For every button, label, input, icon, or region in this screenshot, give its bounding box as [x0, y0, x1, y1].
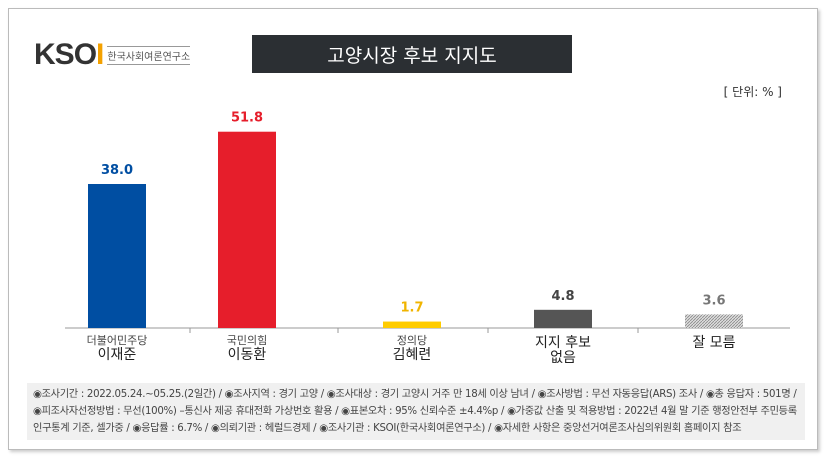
- category-label: 더불어민주당 이재준: [57, 333, 177, 363]
- note-line: ◉피조사자선정방법 : 무선(100%) –통신사 제공 휴대전화 가상번호 활…: [33, 406, 797, 417]
- category-label: 잘 모름: [654, 336, 774, 351]
- bar: [685, 314, 743, 328]
- bar: [88, 184, 146, 328]
- unit-label: [ 단위: % ]: [723, 85, 782, 99]
- category-label: 정의당 김혜련: [352, 333, 472, 363]
- bar: [383, 321, 441, 328]
- data-label: 38.0: [101, 163, 133, 178]
- chart-title: 고양시장 후보 지지도: [252, 35, 572, 73]
- candidate-name: 김혜련: [392, 347, 432, 363]
- category-label: 국민의힘 이동환: [187, 333, 307, 363]
- candidate-name: 없음: [550, 350, 576, 366]
- candidate-name: 이재준: [97, 347, 137, 363]
- party-name: 더불어민주당: [86, 334, 148, 347]
- logo: KSOI 한국사회여론연구소: [34, 38, 191, 72]
- candidate-name: 이동환: [227, 347, 267, 363]
- logo-name: 한국사회여론연구소: [107, 45, 191, 65]
- survey-notes: ◉조사기간 : 2022.05.24.~05.25.(2일간) / ◉조사지역 …: [27, 383, 805, 440]
- note-line: ◉조사기간 : 2022.05.24.~05.25.(2일간) / ◉조사지역 …: [33, 389, 797, 400]
- border: [8, 8, 818, 450]
- bar: [534, 309, 592, 328]
- data-label: 3.6: [702, 293, 725, 308]
- logo-mark: KSOI: [34, 38, 104, 71]
- data-label: 1.7: [400, 301, 423, 316]
- party-name: 국민의힘: [226, 334, 268, 347]
- bar: [218, 131, 276, 328]
- data-label: 51.8: [231, 111, 263, 126]
- data-label: 4.8: [551, 289, 574, 304]
- candidate-name: 지지 후보: [535, 335, 591, 351]
- note-line: 인구통계 기준, 셀가중 / ◉응답률 : 6.7% / ◉의뢰기관 : 헤럴드…: [33, 423, 742, 434]
- party-name: 정의당: [396, 334, 428, 347]
- candidate-name: 잘 모름: [692, 335, 736, 351]
- category-label: 지지 후보 없음: [503, 336, 623, 366]
